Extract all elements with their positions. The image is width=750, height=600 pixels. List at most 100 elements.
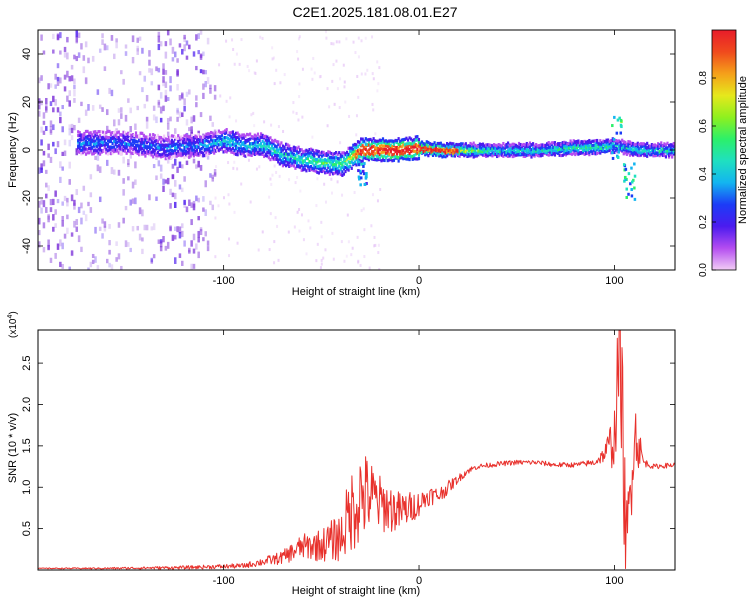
spectrogram-signal-cell [449,148,452,152]
spectrogram-signal-cell [295,157,299,162]
spectrogram-noise-cell [84,78,88,85]
spectrogram-signal-cell [78,141,81,145]
spectrogram-signal-cell [463,149,466,154]
spectrogram-noise-cell [103,226,107,232]
spectrogram-signal-cell [350,149,353,153]
spectrogram-signal-cell [309,155,313,159]
spectrogram-signal-cell [252,146,255,151]
spectrogram-signal-cell [649,153,652,157]
spectrogram-signal-cell [436,141,439,146]
spectrogram-signal-cell [241,151,244,155]
spectrogram-signal-cell [200,150,203,154]
spectrogram-signal-cell [347,152,350,157]
spectrogram-signal-cell [417,156,421,161]
spectrogram-noise-cell [98,196,102,203]
spectrogram-noise-cell [190,116,193,124]
spectrogram-noise-cell [253,124,256,128]
spectrogram-signal-cell [269,147,272,151]
spectrogram-signal-cell [335,155,338,159]
spectrogram-signal-cell [367,152,371,156]
spectrogram-signal-cell [83,137,86,141]
spectrogram-noise-cell [68,90,71,97]
spectrogram-signal-cell [192,154,195,158]
spectrogram-signal-cell [358,140,361,144]
spectrogram-noise-cell [61,126,64,133]
spectrogram-signal-cell [281,144,285,148]
spectrogram-signal-cell [278,157,281,161]
spectrogram-noise-cell [301,115,304,119]
spectrogram-noise-cell [214,196,217,200]
spectrogram-signal-cell [661,152,664,156]
spectrogram-signal-cell [211,141,214,145]
spectrogram-signal-cell [83,131,86,136]
spectrogram-signal-cell [80,152,83,156]
spectrogram-signal-cell [245,153,249,157]
spectrogram-signal-cell [438,144,441,148]
spectrogram-noise-cell [96,164,100,172]
spectrogram-signal-cell [86,140,89,145]
spectrogram-signal-cell [94,139,97,143]
spectrogram-signal-cell [392,140,396,144]
spectrogram-noise-cell [369,150,372,154]
spectrogram-noise-cell [124,205,128,211]
spectrogram-signal-cell [306,161,310,166]
spectrogram-signal-cell [341,165,344,169]
spectrogram-signal-cell [219,136,222,141]
snr-multiplier-exponent: 4 [7,315,14,319]
spectrogram-signal-cell [195,153,199,157]
spectrogram-signal-cell [88,133,91,137]
spectrogram-burst-cell [357,175,361,179]
spectrogram-signal-cell [497,154,500,158]
spectrogram-signal-cell [453,147,457,152]
spectrogram-noise-cell [164,89,168,96]
spectrogram-signal-cell [420,145,424,149]
spectrogram-signal-cell [439,153,442,158]
spectrogram-noise-cell [127,176,130,181]
spectrogram-signal-cell [431,145,435,149]
spectrogram-signal-cell [169,154,172,158]
spectrogram-signal-cell [458,147,461,151]
spectrogram-signal-cell [372,156,375,160]
spectrogram-signal-cell [320,154,324,158]
spectrogram-signal-cell [603,150,607,154]
spectrogram-signal-cell [330,168,333,172]
spectrogram-signal-cell [653,151,657,155]
spectrogram-signal-cell [272,142,275,146]
spectrogram-noise-cell [136,48,139,55]
spectrogram-signal-cell [574,152,577,157]
spectrogram-signal-cell [577,149,580,153]
spectrogram-noise-cell [176,109,179,115]
spectrogram-signal-cell [586,148,589,152]
spectrogram-signal-cell [644,143,647,147]
spectrogram-noise-cell [73,199,76,206]
spectrogram-noise-cell [49,120,53,128]
spectrogram-signal-cell [253,143,256,147]
spectrogram-noise-cell [199,229,203,236]
spectrogram-noise-cell [129,153,132,159]
spectrogram-signal-cell [119,147,122,151]
spectrogram-signal-cell [389,149,392,153]
spectrogram-noise-cell [299,189,302,193]
spectrogram-noise-cell [129,126,132,133]
spectrogram-signal-cell [342,159,346,164]
spectrogram-noise-cell [371,72,374,76]
spectrogram-noise-cell [298,229,301,233]
spectrogram-signal-cell [344,165,347,170]
spectrogram-noise-cell [162,80,165,87]
spectrogram-signal-cell [152,133,155,137]
spectrogram-signal-cell [309,160,313,164]
spectrogram-noise-cell [219,94,222,98]
spectrogram-noise-cell [173,235,177,240]
spectrogram-signal-cell [250,153,253,158]
spectrogram-signal-cell [658,150,661,154]
spectrogram-burst-cell [357,163,361,167]
spectrogram-signal-cell [261,150,264,155]
spectrogram-signal-cell [84,147,88,151]
spectrogram-signal-cell [463,143,466,147]
spectrogram-signal-cell [231,146,235,150]
spectrogram-noise-cell [122,78,125,85]
spectrogram-signal-cell [288,158,291,162]
spectrogram-noise-cell [134,123,137,130]
spectrogram-signal-cell [170,138,174,142]
spectrogram-signal-cell [206,139,210,143]
